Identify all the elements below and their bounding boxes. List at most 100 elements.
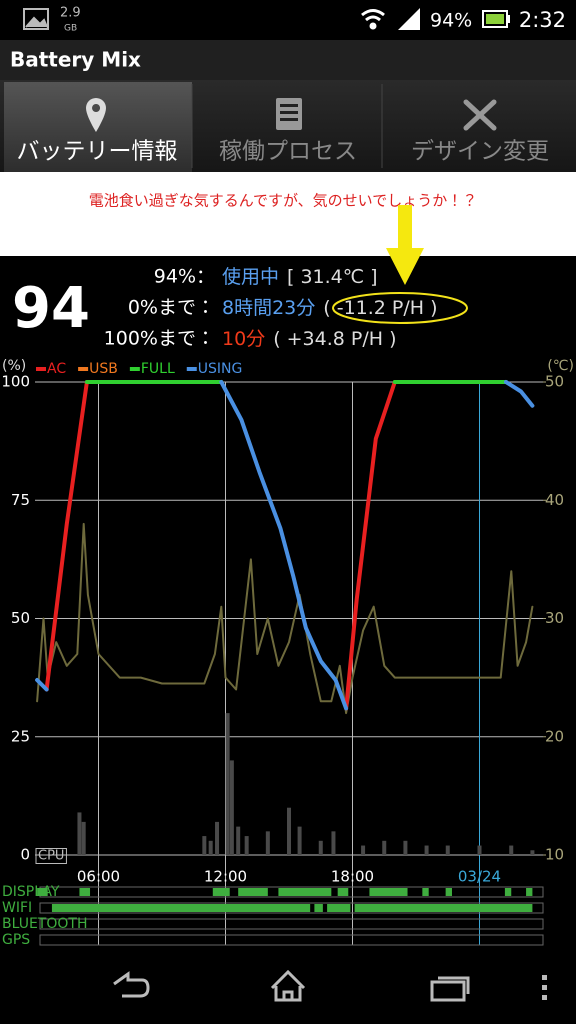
cpu-bar xyxy=(265,831,270,855)
timeline-segment xyxy=(327,904,351,912)
app-bar xyxy=(0,40,576,80)
summary-detail: ( -11.2 P/H ) xyxy=(323,297,437,319)
battery-level: 94 xyxy=(12,276,90,341)
summary-label: 0%まで： xyxy=(128,297,215,319)
storage-value: 2.9 xyxy=(60,6,81,21)
timeline-segment xyxy=(212,888,230,896)
cpu-bar xyxy=(287,807,291,855)
timeline-track xyxy=(39,902,544,914)
recents-button[interactable] xyxy=(430,976,470,1002)
clock: 2:32 xyxy=(519,8,566,32)
timeline-segment xyxy=(79,888,91,896)
cpu-label: CPU xyxy=(38,849,64,864)
y-tick-label: 50 xyxy=(11,609,30,627)
cpu-bar xyxy=(361,845,366,855)
cpu-bar xyxy=(331,831,336,855)
timeline-segment xyxy=(337,888,349,896)
cpu-bar xyxy=(244,836,249,855)
wifi-icon xyxy=(361,9,385,30)
summary-value: 8時間23分 xyxy=(222,297,315,319)
timeline-segment xyxy=(526,888,533,896)
cpu-bar xyxy=(530,850,535,855)
y-tick-label: 0 xyxy=(20,846,30,864)
cpu-bar xyxy=(229,760,234,855)
y-tick-label: 75 xyxy=(11,491,30,509)
cpu-bar xyxy=(236,826,241,855)
menu-button[interactable] xyxy=(542,975,547,1000)
temperature-line xyxy=(36,522,534,715)
legend-label: AC xyxy=(47,361,66,377)
battery-icon xyxy=(482,10,510,28)
battery-line xyxy=(35,380,535,711)
tab-icon-location xyxy=(86,98,106,132)
tab-icon-process xyxy=(276,98,302,130)
summary: 94%： 使用中 [ 31.4℃ ] 0%まで： 8時間23分 ( -11.2 P/H )… xyxy=(104,266,438,350)
cpu-bar xyxy=(382,840,387,855)
storage-unit: GB xyxy=(64,24,77,34)
tab-icon-design xyxy=(463,99,497,131)
timeline-label: GPS xyxy=(2,932,30,948)
home-button[interactable] xyxy=(270,969,306,1002)
legend-label: USING xyxy=(198,361,243,377)
cpu-bar xyxy=(297,826,302,855)
summary-line: 8時間23分 ( -11.2 P/H ) xyxy=(222,297,438,319)
x-tick-label: 03/24 xyxy=(458,868,501,886)
timeline-segment xyxy=(314,904,323,912)
timeline-segment xyxy=(51,904,311,912)
timeline-segment xyxy=(422,888,429,896)
x-tick-label: 06:00 xyxy=(77,868,120,886)
note-banner xyxy=(0,172,576,256)
y2-axis-label: (℃) xyxy=(547,358,574,374)
cpu-bar xyxy=(215,821,220,855)
gallery-icon xyxy=(23,8,49,30)
battery-percent: 94% xyxy=(430,10,472,32)
summary-label: 100%まで： xyxy=(104,328,215,350)
highlight-ellipse xyxy=(332,292,468,324)
y2-tick-label: 40 xyxy=(545,491,564,509)
summary-value: 使用中 xyxy=(222,266,279,288)
timeline-segment xyxy=(504,888,512,896)
timeline-segment xyxy=(354,904,533,912)
app-title: Battery Mix xyxy=(10,48,141,72)
timeline-track xyxy=(39,934,544,946)
cpu-label-box xyxy=(35,848,67,864)
timeline-label: WIFI xyxy=(2,900,32,916)
timeline-label: DISPLAY xyxy=(2,884,60,900)
cpu-bar xyxy=(509,845,514,855)
status-bar xyxy=(0,0,576,40)
cpu-bar xyxy=(445,845,450,855)
back-button[interactable] xyxy=(113,971,150,998)
legend-label: FULL xyxy=(141,361,175,377)
battery-line xyxy=(44,380,397,711)
y-tick-label: 25 xyxy=(11,727,30,745)
signal-icon xyxy=(398,8,420,30)
summary-detail: [ 31.4℃ ] xyxy=(287,266,378,288)
cpu-bar xyxy=(81,821,86,855)
summary-line: 使用中 [ 31.4℃ ] xyxy=(222,266,378,288)
cpu-bar xyxy=(208,840,213,855)
x-tick-label: 18:00 xyxy=(331,868,374,886)
summary-label: 94%： xyxy=(154,266,215,288)
timeline-segment xyxy=(278,888,332,896)
cpu-bar xyxy=(318,840,323,855)
cpu-bar xyxy=(225,713,230,855)
tab-label[interactable]: バッテリー情報 xyxy=(17,139,178,165)
summary-value: 10分 xyxy=(222,328,265,350)
timeline-segment xyxy=(37,888,48,896)
timeline-segment xyxy=(238,888,268,896)
cpu-bar xyxy=(424,845,429,855)
highlight-arrow xyxy=(386,205,424,285)
tab-label[interactable]: デザイン変更 xyxy=(411,139,549,165)
cpu-bar xyxy=(477,845,482,855)
nav-bar xyxy=(0,950,576,1024)
tab-label[interactable]: 稼働プロセス xyxy=(219,139,357,165)
timeline-label: BLUETOOTH xyxy=(2,916,87,932)
y2-tick-label: 20 xyxy=(545,727,564,745)
legend-label: USB xyxy=(89,361,118,377)
summary-detail: ( +34.8 P/H ) xyxy=(273,328,396,350)
note-text: 電池食い過ぎな気するんですが、気のせいでしょうか！？ xyxy=(89,192,478,210)
cpu-bar xyxy=(202,836,207,855)
timeline-segment xyxy=(369,888,408,896)
